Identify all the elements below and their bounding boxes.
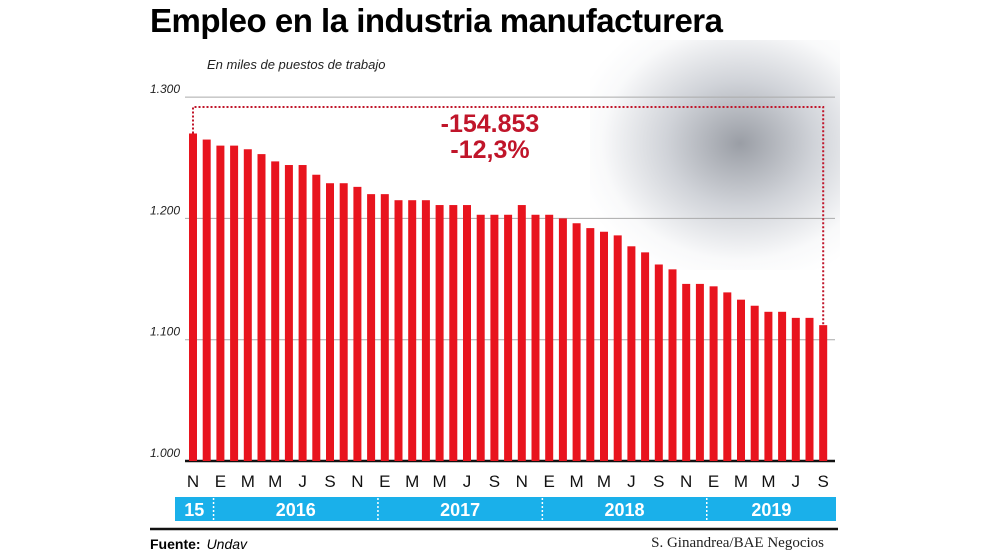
bar <box>490 214 499 461</box>
x-tick-label: E <box>215 472 226 491</box>
x-tick-label: J <box>792 472 801 491</box>
year-label: 15 <box>184 500 204 520</box>
bar <box>709 286 718 461</box>
bar <box>339 183 348 461</box>
bar <box>737 299 745 461</box>
bar <box>435 205 444 461</box>
bar <box>394 200 403 461</box>
x-tick-label: J <box>627 472 636 491</box>
x-tick-label: S <box>653 472 664 491</box>
bar <box>627 246 636 461</box>
x-tick-label: M <box>734 472 748 491</box>
x-tick-label: E <box>379 472 390 491</box>
y-tick-label: 1.200 <box>150 203 180 217</box>
x-tick-label: S <box>818 472 829 491</box>
bar <box>449 205 458 461</box>
year-band <box>175 497 836 521</box>
bar <box>668 269 677 461</box>
y-axis-unit-label: En miles de puestos de trabajo <box>207 57 386 72</box>
bar <box>545 214 554 461</box>
x-tick-label: J <box>298 472 307 491</box>
source-note: Fuente: Undav <box>150 536 247 552</box>
x-tick-label: M <box>241 472 255 491</box>
source-value: Undav <box>206 536 248 552</box>
year-label: 2017 <box>440 500 480 520</box>
x-tick-label: S <box>489 472 500 491</box>
bar <box>600 231 608 461</box>
bar <box>271 161 280 462</box>
bar <box>408 200 417 461</box>
x-tick-label: M <box>570 472 584 491</box>
bar <box>421 200 430 461</box>
credit: S. Ginandrea/BAE Negocios <box>651 535 824 551</box>
bar <box>189 133 197 462</box>
x-tick-label: M <box>405 472 419 491</box>
bar <box>476 214 485 461</box>
x-tick-label: E <box>544 472 555 491</box>
bar <box>298 165 307 461</box>
bar <box>805 317 814 461</box>
year-label: 2016 <box>276 500 316 520</box>
x-tick-label: M <box>268 472 282 491</box>
bar <box>531 214 540 461</box>
year-label: 2018 <box>605 500 645 520</box>
bar <box>326 183 334 461</box>
worried-worker-photo <box>590 40 840 270</box>
x-tick-label: M <box>433 472 447 491</box>
bar <box>819 325 828 461</box>
bar <box>558 218 567 461</box>
bar <box>284 165 293 461</box>
bar <box>572 223 581 461</box>
x-tick-label: N <box>187 472 199 491</box>
bar <box>723 292 732 461</box>
x-tick-label: M <box>761 472 775 491</box>
bar <box>353 186 362 461</box>
bar <box>695 283 704 461</box>
bar <box>778 311 787 461</box>
year-label: 2019 <box>751 500 791 520</box>
x-tick-label: S <box>324 472 335 491</box>
x-tick-label: J <box>463 472 472 491</box>
x-tick-label: N <box>516 472 528 491</box>
bar <box>312 174 321 461</box>
chart-title: Empleo en la industria manufacturera <box>150 2 723 39</box>
x-tick-label: M <box>597 472 611 491</box>
bar <box>517 205 526 461</box>
bar <box>202 139 211 461</box>
bar <box>504 214 513 461</box>
bar <box>463 205 471 461</box>
bar <box>230 145 239 461</box>
bar <box>243 149 252 461</box>
bar <box>764 311 773 461</box>
y-tick-label: 1.300 <box>150 82 180 96</box>
x-tick-label: N <box>351 472 363 491</box>
source-label: Fuente: <box>150 536 201 552</box>
bar <box>750 305 759 461</box>
change-bracket <box>192 106 825 326</box>
bar <box>257 154 266 461</box>
change-value: -154.853 <box>441 110 540 138</box>
bar <box>380 194 389 461</box>
bar <box>586 228 595 461</box>
bar <box>216 145 225 461</box>
bar <box>641 252 650 461</box>
x-tick-label: N <box>680 472 692 491</box>
y-tick-label: 1.000 <box>150 446 180 460</box>
bar <box>613 235 622 461</box>
bar <box>654 264 663 461</box>
x-tick-label: E <box>708 472 719 491</box>
change-percent: -12,3% <box>450 136 529 164</box>
bar <box>367 194 376 461</box>
bar <box>791 317 800 461</box>
bar <box>682 283 691 461</box>
y-tick-label: 1.100 <box>150 325 180 339</box>
